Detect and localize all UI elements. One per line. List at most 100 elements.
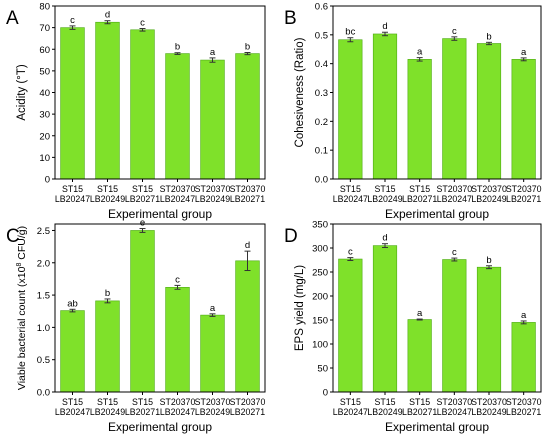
x-tick-label: ST20370 — [195, 397, 231, 407]
x-tick-label: LB20271 — [125, 194, 160, 204]
bar — [200, 59, 225, 180]
bar — [511, 59, 536, 180]
x-tick-label: ST15 — [97, 397, 118, 407]
significance-letter: a — [417, 308, 423, 319]
x-tick-label: ST20370 — [506, 397, 542, 407]
bar — [235, 260, 260, 393]
x-tick-label: LB20247 — [55, 407, 90, 417]
y-tick-label: 2.0 — [37, 258, 50, 269]
x-tick-label: ST20370 — [436, 184, 472, 194]
y-tick-label: 2.5 — [37, 226, 50, 237]
x-tick-label: ST20370 — [471, 184, 507, 194]
x-tick-label: LB20249 — [471, 194, 506, 204]
significance-letter: b — [486, 31, 491, 42]
significance-letter: c — [70, 15, 75, 26]
x-tick-label: LB20271 — [402, 407, 437, 417]
y-tick-label: 250 — [312, 268, 328, 279]
x-tick-label: ST15 — [132, 397, 153, 407]
x-tick-label: ST15 — [340, 397, 361, 407]
significance-letter: b — [245, 41, 250, 52]
x-tick-label: LB20247 — [160, 194, 195, 204]
bar — [60, 310, 85, 393]
y-tick-label: 0.0 — [315, 175, 328, 186]
x-tick-label: LB20247 — [55, 194, 90, 204]
significance-letter: c — [140, 17, 145, 28]
x-tick-label: LB20247 — [333, 407, 368, 417]
y-tick-label: 50 — [317, 364, 328, 375]
y-tick-label: 60 — [39, 45, 50, 56]
significance-letter: c — [452, 26, 457, 37]
y-tick-label: 1.5 — [37, 291, 50, 302]
panel-b: BbcST15LB20247dST15LB20249aST15LB20271cS… — [284, 2, 542, 222]
x-tick-label: ST15 — [409, 184, 430, 194]
significance-letter: e — [140, 218, 145, 229]
panel-d: DcST15LB20247dST15LB20249aST15LB20271cST… — [284, 220, 542, 435]
bar — [95, 300, 120, 393]
x-tick-label: LB20247 — [437, 407, 472, 417]
panel-label: A — [6, 8, 19, 29]
y-axis-label: Viable bacterial count (x108 CFU/g) — [16, 226, 28, 390]
x-axis-label: Experimental group — [108, 420, 212, 434]
y-tick-label: 80 — [39, 2, 50, 13]
significance-letter: b — [486, 255, 491, 266]
significance-letter: b — [105, 288, 110, 299]
x-tick-label: LB20247 — [160, 407, 195, 417]
x-tick-label: ST15 — [340, 184, 361, 194]
x-tick-label: ST15 — [374, 397, 395, 407]
x-tick-label: LB20249 — [90, 194, 125, 204]
y-tick-label: 40 — [39, 88, 50, 99]
plot-frame — [332, 5, 542, 180]
x-tick-label: LB20249 — [367, 194, 402, 204]
significance-letter: b — [175, 42, 180, 53]
y-tick-label: 0.5 — [315, 30, 328, 41]
y-tick-label: 300 — [312, 244, 328, 255]
y-axis-label: Cohesiveness (Ratio) — [294, 37, 306, 147]
x-axis-label: Experimental group — [385, 420, 489, 434]
bar — [407, 319, 432, 393]
significance-letter: bc — [345, 27, 355, 38]
significance-letter: d — [245, 240, 250, 251]
bar — [95, 21, 120, 180]
panel-label: D — [284, 226, 298, 247]
significance-letter: a — [521, 310, 527, 321]
significance-letter: a — [417, 47, 423, 58]
panel-c: CabST15LB20247bST15LB20249eST15LB20271cS… — [6, 218, 266, 434]
bar — [60, 27, 85, 180]
significance-letter: d — [105, 10, 110, 21]
x-tick-label: ST15 — [409, 397, 430, 407]
significance-letter: a — [521, 47, 527, 58]
y-tick-label: 50 — [39, 66, 50, 77]
bar — [372, 33, 398, 180]
x-tick-label: LB20249 — [367, 407, 402, 417]
x-tick-label: LB20271 — [506, 194, 541, 204]
x-tick-label: LB20249 — [471, 407, 506, 417]
x-tick-label: LB20249 — [195, 194, 230, 204]
y-tick-label: 0.1 — [315, 146, 328, 157]
panel-label: B — [284, 8, 297, 29]
x-tick-label: ST15 — [97, 184, 118, 194]
y-tick-label: 0.2 — [315, 117, 328, 128]
bar — [476, 43, 502, 180]
bar — [442, 38, 467, 180]
bar — [130, 230, 155, 393]
plot-frame — [54, 5, 266, 180]
x-tick-label: LB20247 — [333, 194, 368, 204]
x-tick-label: ST20370 — [506, 184, 542, 194]
x-axis-label: Experimental group — [385, 207, 489, 221]
bar — [442, 259, 467, 393]
x-tick-label: ST15 — [62, 184, 83, 194]
x-tick-label: ST20370 — [230, 397, 266, 407]
bar — [338, 258, 363, 393]
significance-letter: ab — [67, 298, 78, 309]
y-tick-label: 0.5 — [37, 355, 50, 366]
bar — [338, 39, 363, 180]
panel-label: C — [6, 226, 20, 247]
significance-letter: c — [175, 274, 180, 285]
y-tick-label: 150 — [312, 316, 328, 327]
bar — [372, 245, 398, 393]
bar — [407, 59, 432, 180]
bar — [130, 29, 155, 180]
x-tick-label: ST20370 — [436, 397, 472, 407]
